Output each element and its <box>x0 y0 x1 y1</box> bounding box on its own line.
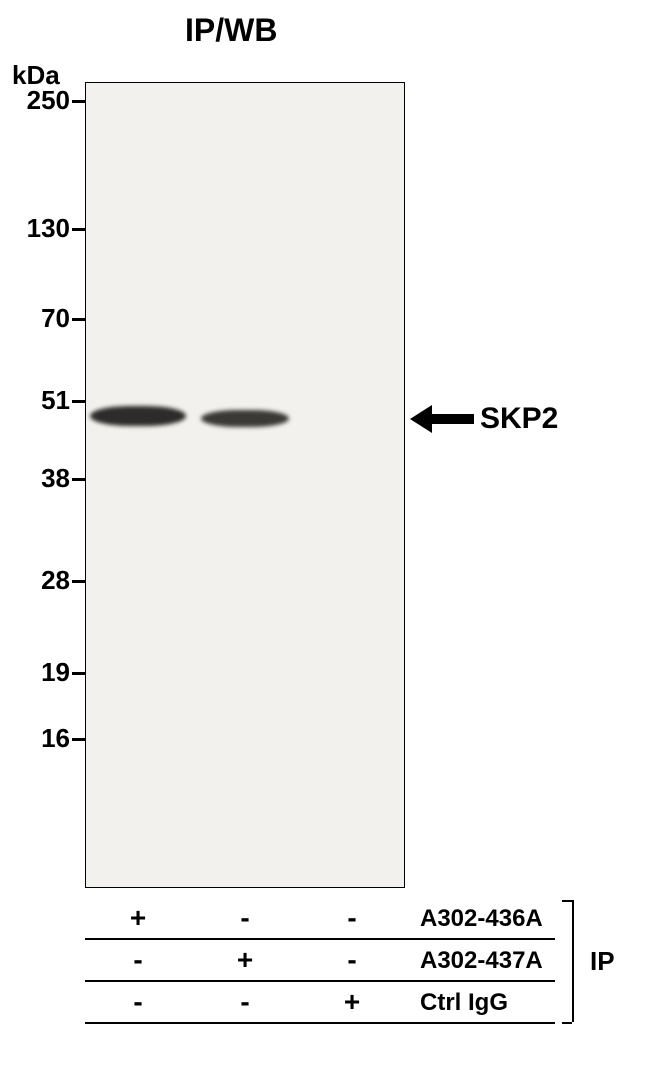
ip-sign: + <box>235 944 255 976</box>
mw-marker-19: 19 <box>10 657 70 688</box>
mw-marker-51: 51 <box>10 385 70 416</box>
mw-tick <box>72 580 85 583</box>
mw-tick <box>72 738 85 741</box>
mw-marker-28: 28 <box>10 565 70 596</box>
figure-title: IP/WB <box>185 12 277 49</box>
mw-marker-130: 130 <box>10 213 70 244</box>
ip-antibody-label: Ctrl IgG <box>420 989 508 1017</box>
mw-tick <box>72 478 85 481</box>
ip-row: - + - A302-437A <box>85 940 555 982</box>
ip-sign: + <box>128 902 148 934</box>
western-blot-membrane <box>85 82 405 888</box>
ip-bracket-bottom <box>562 1022 572 1024</box>
ip-antibody-label: A302-437A <box>420 947 543 975</box>
ip-antibody-label: A302-436A <box>420 905 543 933</box>
ip-condition-table: + - - A302-436A - + - A302-437A - - + Ctrl IgG <box>0 898 650 1024</box>
ip-sign: - <box>342 902 362 934</box>
ip-bracket-top <box>562 900 572 902</box>
ip-sign: - <box>342 944 362 976</box>
ip-sign: - <box>128 986 148 1018</box>
mw-tick <box>72 672 85 675</box>
ip-sign: - <box>235 902 255 934</box>
ip-sign: - <box>128 944 148 976</box>
ip-row: - - + Ctrl IgG <box>85 982 555 1024</box>
mw-marker-250: 250 <box>10 85 70 116</box>
mw-marker-70: 70 <box>10 303 70 334</box>
protein-label: SKP2 <box>480 402 558 436</box>
mw-tick <box>72 400 85 403</box>
arrow-head-icon <box>410 405 432 433</box>
mw-tick <box>72 100 85 103</box>
ip-bracket <box>572 900 574 1022</box>
mw-marker-16: 16 <box>10 723 70 754</box>
ip-sign: + <box>342 986 362 1018</box>
ip-group-label: IP <box>590 946 615 977</box>
band-arrow: SKP2 <box>410 402 558 436</box>
mw-tick <box>72 228 85 231</box>
ip-sign: - <box>235 986 255 1018</box>
protein-band <box>90 406 186 426</box>
arrow-shaft <box>432 414 474 424</box>
mw-marker-38: 38 <box>10 463 70 494</box>
mw-tick <box>72 318 85 321</box>
protein-band <box>201 410 289 427</box>
ip-row: + - - A302-436A <box>85 898 555 940</box>
